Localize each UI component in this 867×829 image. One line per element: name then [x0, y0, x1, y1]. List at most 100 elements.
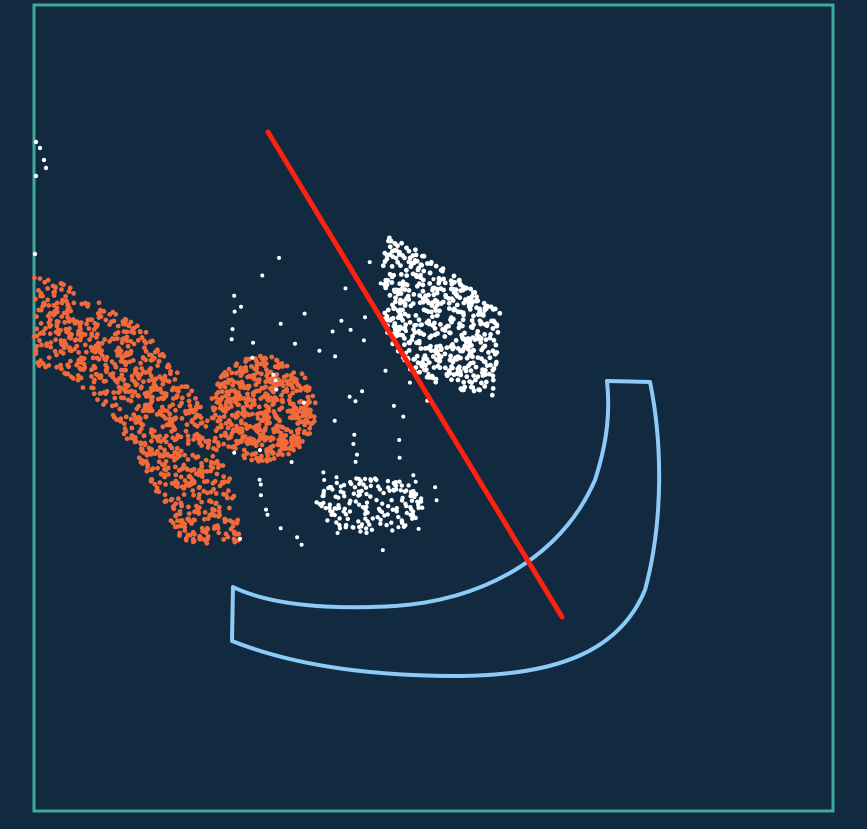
orange-particle [34, 326, 40, 332]
white-particle [461, 284, 466, 290]
orange-particle [287, 446, 293, 452]
orange-particle [58, 338, 64, 343]
white-particle [413, 479, 418, 484]
orange-particle [308, 408, 313, 413]
orange-particle [34, 333, 40, 339]
orange-particle [128, 348, 134, 354]
white-particle [380, 501, 385, 506]
orange-particle [186, 483, 192, 488]
white-particle [347, 509, 353, 514]
orange-particle [153, 376, 159, 382]
orange-particle [222, 406, 228, 411]
orange-particle [172, 450, 178, 455]
orange-particle [94, 355, 100, 361]
white-particle [462, 330, 467, 336]
white-particle [426, 292, 431, 298]
orange-particle [222, 384, 228, 390]
orange-particle [148, 366, 154, 371]
orange-particle [112, 331, 118, 337]
white-particle [407, 320, 413, 325]
orange-particle [152, 481, 158, 487]
orange-particle [290, 390, 296, 396]
white-particle [406, 313, 411, 319]
orange-particle [204, 469, 210, 474]
orange-particle [213, 395, 219, 400]
orange-particle [194, 400, 200, 406]
orange-particle [45, 277, 51, 283]
orange-particle [65, 371, 71, 377]
orange-particle [160, 462, 165, 467]
orange-particle [128, 416, 134, 422]
orange-particle [161, 436, 167, 442]
orange-particle [70, 317, 76, 322]
orange-particle [256, 379, 261, 385]
white-particle [403, 322, 409, 328]
white-particle [421, 268, 427, 274]
orange-particle [248, 404, 254, 410]
orange-particle [232, 539, 238, 545]
white-particle [364, 491, 369, 497]
white-particle [299, 542, 304, 547]
orange-particle [157, 453, 163, 459]
orange-particle [166, 421, 172, 426]
white-particle [348, 498, 353, 503]
white-particle [404, 273, 410, 278]
orange-particle [231, 531, 237, 536]
white-particle [425, 298, 431, 304]
orange-particle [148, 451, 154, 457]
white-particle [325, 518, 330, 523]
white-particle [385, 478, 391, 484]
white-particle [399, 520, 405, 526]
white-particle [406, 248, 412, 254]
orange-particle [147, 448, 153, 453]
white-particle [361, 338, 366, 343]
white-particle [487, 355, 493, 361]
orange-particle [126, 323, 132, 329]
orange-particle [58, 349, 64, 355]
orange-particle [162, 447, 167, 453]
white-particle [491, 366, 497, 371]
white-particle [427, 281, 433, 286]
white-particle [372, 476, 378, 481]
white-particle [380, 548, 385, 553]
white-particle [428, 348, 434, 353]
white-particle [353, 499, 358, 504]
orange-particle [216, 509, 222, 514]
orange-particle [228, 434, 234, 440]
orange-particle [88, 344, 94, 350]
white-particle [442, 334, 448, 339]
orange-particle [117, 406, 123, 412]
orange-particle [67, 285, 73, 291]
orange-particle [32, 275, 37, 281]
white-particle [429, 303, 435, 308]
orange-particle [204, 490, 210, 496]
orange-particle [148, 385, 154, 391]
orange-particle [78, 326, 83, 332]
orange-particle [196, 485, 202, 491]
orange-particle [120, 319, 126, 324]
white-particle [360, 522, 364, 527]
orange-particle [117, 389, 122, 395]
white-particle [471, 313, 476, 319]
curved-outline-shape[interactable] [230, 379, 662, 678]
orange-particle [103, 362, 108, 368]
orange-particle [215, 525, 221, 531]
orange-particle [226, 366, 232, 372]
orange-particle [193, 455, 199, 460]
red-aim-line[interactable] [265, 129, 565, 620]
orange-particle [304, 388, 310, 393]
orange-particle [148, 339, 153, 345]
orange-particle [284, 440, 289, 446]
orange-particle [256, 404, 262, 410]
orange-particle [129, 435, 134, 441]
orange-particle [118, 395, 124, 400]
white-particle [427, 375, 433, 380]
orange-particle [226, 444, 232, 449]
white-particle [406, 288, 412, 293]
white-particle [402, 255, 407, 261]
white-particle [385, 307, 391, 313]
orange-particle [73, 337, 79, 342]
orange-particle [210, 506, 215, 512]
orange-particle [155, 396, 161, 402]
